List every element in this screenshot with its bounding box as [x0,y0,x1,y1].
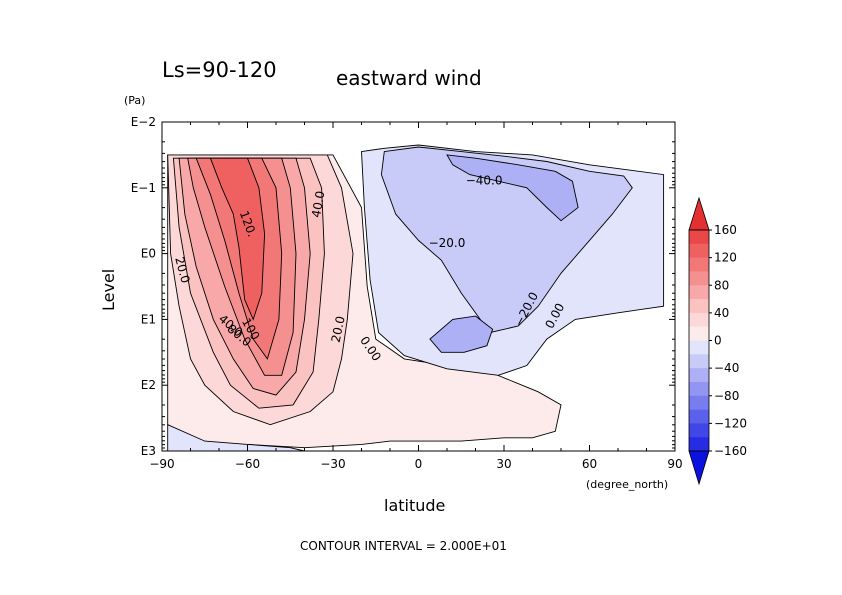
x-tick-label: −90 [149,457,174,471]
contour-region-easterly-40-lower [429,315,494,353]
colorbar-label: 0 [714,334,722,348]
colorbar-label: −120 [714,416,747,430]
colorbar-bin [689,271,709,286]
colorbar-label: 40 [714,306,729,320]
contour-region-easterly-40-upper [446,154,579,222]
colorbar-label: −40 [714,361,739,375]
colorbar-bin [689,395,709,410]
y-units-label: (Pa) [124,94,145,107]
colorbar-bin [689,340,709,355]
contour-label: 40.0 [309,190,327,219]
contour-region-jet-core-120 [209,157,266,321]
contour-fill-regions [167,144,665,452]
x-tick-label: 0 [415,457,423,471]
x-tick-label: −30 [320,457,345,471]
colorbar-label: −80 [714,389,739,403]
y-tick-label: E2 [141,378,156,392]
x-tick-label: 60 [582,457,597,471]
y-axis-ticks: E−2 E−1 E0 E1 E2 E3 [131,115,675,458]
colorbar-bin [689,368,709,383]
colorbar-bin [689,423,709,438]
y-tick-label: E−1 [131,181,156,195]
chart-title: eastward wind [336,66,482,90]
colorbar-bin [689,326,709,341]
colorbar-bin [689,257,709,272]
colorbar-label: 80 [714,278,729,292]
x-tick-label: 30 [496,457,511,471]
x-axis-ticks: −90 −60 −30 0 30 60 90 [149,122,683,471]
colorbar-label: 160 [714,223,737,237]
y-axis-label: Level [99,269,118,311]
x-tick-label: 90 [667,457,682,471]
colorbar-label: −160 [714,444,747,458]
x-axis-label: latitude [384,496,445,515]
colorbar-bin [689,354,709,369]
y-tick-label: E1 [141,312,156,326]
contour-label: 20.0 [172,255,192,284]
y-tick-label: E−2 [131,115,156,129]
colorbar-bin [689,312,709,327]
contour-interval-note: CONTOUR INTERVAL = 2.000E+01 [300,539,507,553]
colorbar-bin [689,381,709,397]
colorbar-bin [689,437,709,452]
colorbar-bin [689,230,709,245]
colorbar-bin [689,285,709,300]
colorbar-bin [689,409,709,424]
contour-label: −40.0 [466,174,503,188]
contour-label: 20.0 [329,315,348,344]
colorbar-bin [689,299,709,314]
y-tick-label: E3 [141,444,156,458]
colorbar-bin [689,243,709,258]
colorbar: 160 120 80 40 0 −40 −80 −120 −160 [688,196,747,486]
x-units-label: (degree_north) [586,478,668,491]
plot-area: −40.0−20.0−20.0 0.000.0020.040.0120.20.04… [131,115,683,471]
y-tick-label: E0 [141,247,156,261]
colorbar-label: 120 [714,251,737,265]
x-tick-label: −60 [235,457,260,471]
contour-label: −20.0 [429,236,466,250]
period-label: Ls=90-120 [162,58,277,82]
